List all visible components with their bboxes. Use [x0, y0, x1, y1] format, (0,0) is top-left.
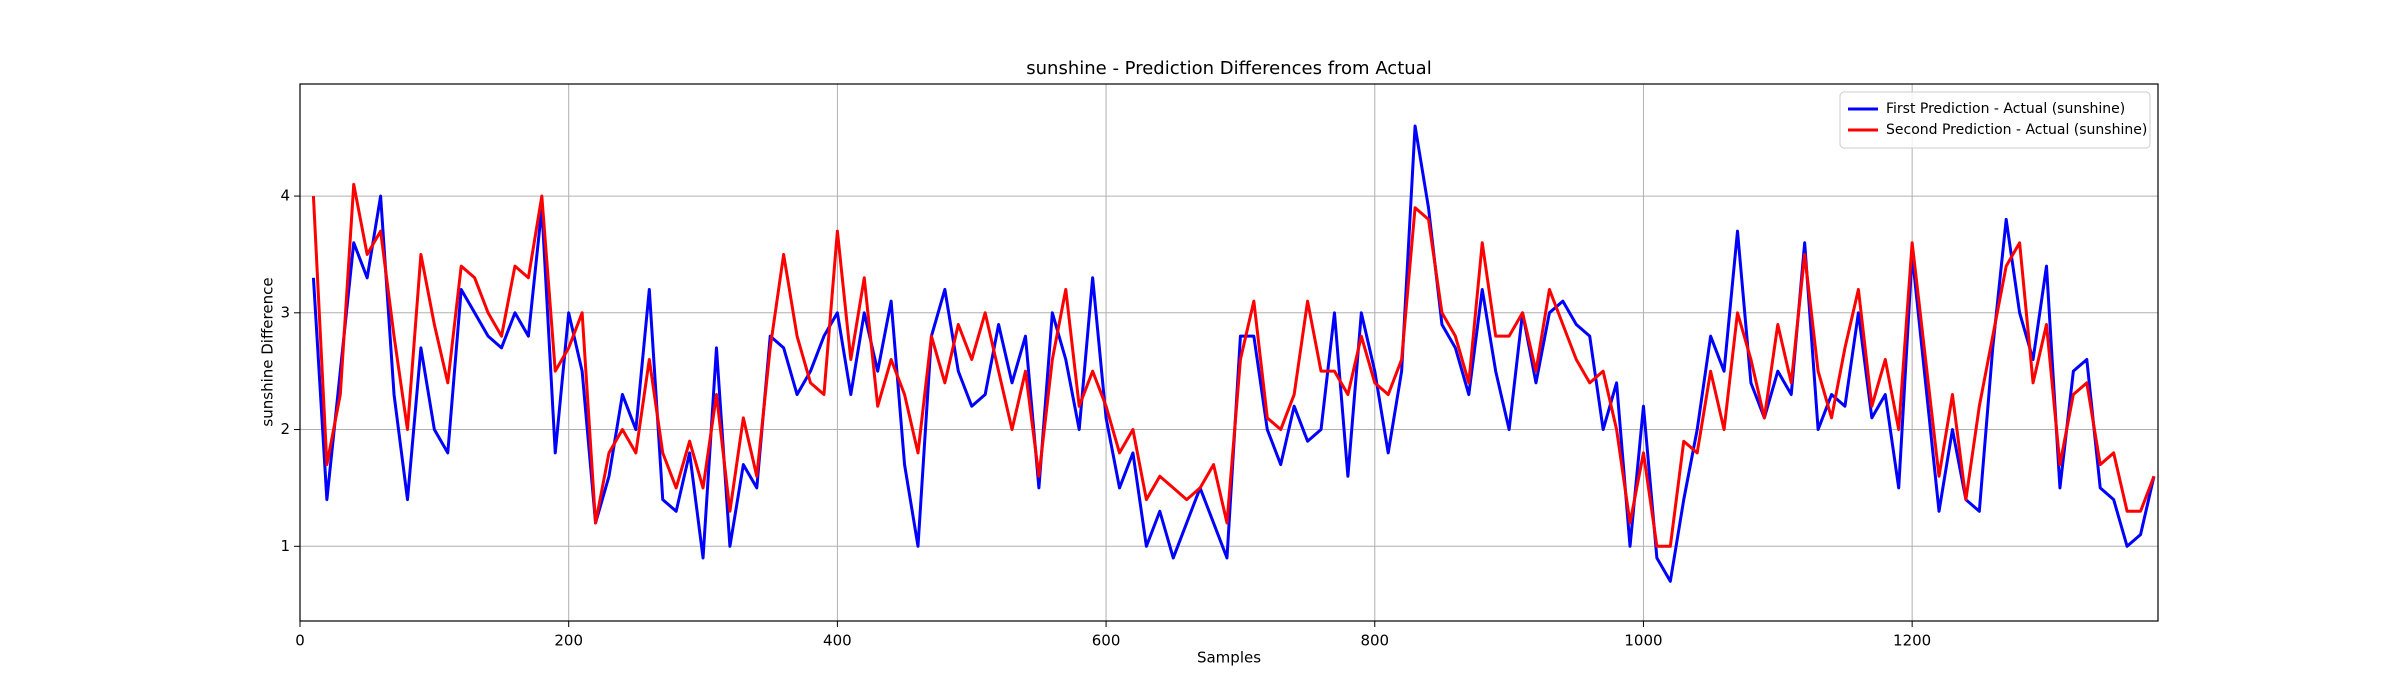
- x-tick-label: 1000: [1624, 632, 1662, 650]
- data-line: [311, 124, 2156, 583]
- y-tick-label: 3: [280, 303, 290, 321]
- y-axis-label: sunshine Difference: [259, 277, 277, 426]
- x-tick-label: 800: [1360, 632, 1389, 650]
- y-tick-label: 2: [280, 420, 290, 438]
- y-tick-label: 4: [280, 187, 290, 205]
- y-tick-label: 1: [280, 537, 290, 555]
- x-tick-label: 200: [554, 632, 583, 650]
- x-tick-label: 600: [1092, 632, 1121, 650]
- chart-title: sunshine - Prediction Differences from A…: [1026, 58, 1431, 79]
- plot-frame: [299, 83, 2159, 622]
- data-line: [311, 182, 2156, 548]
- legend: First Prediction - Actual (sunshine) Seco…: [1839, 91, 2151, 149]
- legend-label: Second Prediction - Actual (sunshine): [1886, 122, 2147, 138]
- x-tick-label: 1200: [1893, 632, 1931, 650]
- x-axis-label: Samples: [1197, 649, 1261, 667]
- x-tick-label: 0: [295, 632, 305, 650]
- x-tick-label: 400: [823, 632, 852, 650]
- legend-box: [1839, 91, 2151, 149]
- legend-label: First Prediction - Actual (sunshine): [1886, 101, 2125, 117]
